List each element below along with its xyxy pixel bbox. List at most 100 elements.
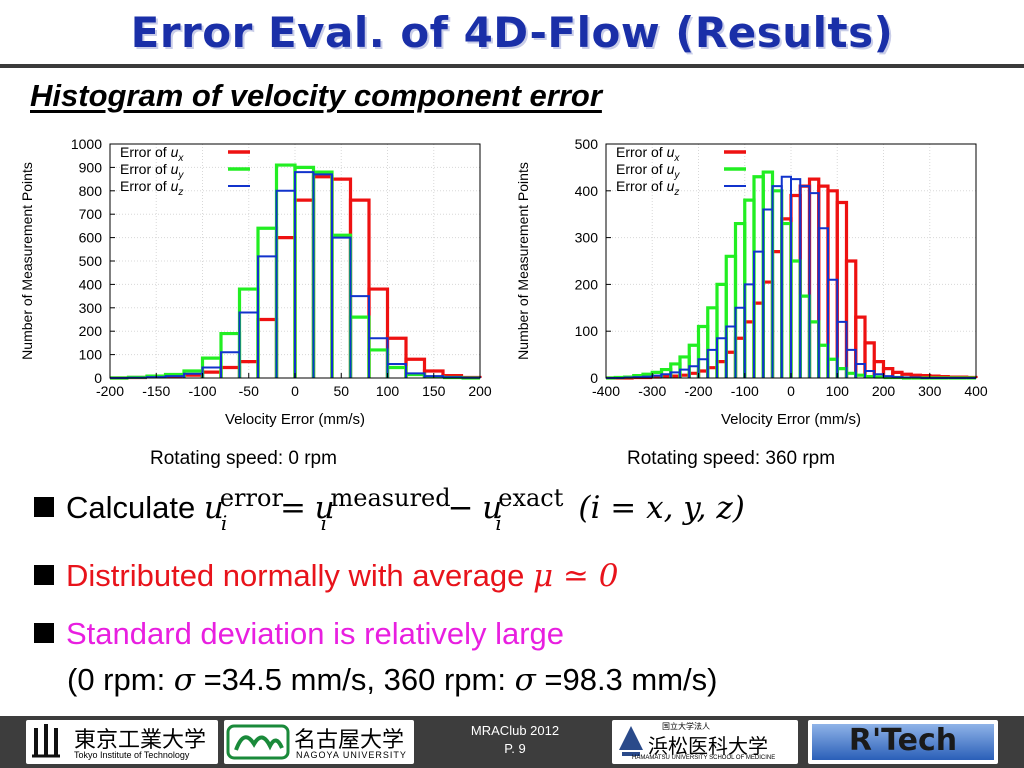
sup-measured: measured bbox=[330, 484, 451, 512]
titech-jp-name: 東京工業大学 bbox=[74, 728, 207, 753]
y-tick-label: 300 bbox=[575, 230, 599, 246]
histogram-bar bbox=[312, 173, 333, 378]
histogram-bar bbox=[293, 198, 316, 378]
y-tick-label: 100 bbox=[575, 323, 599, 339]
histogram-bar bbox=[219, 331, 242, 378]
std-line-part-c: =98.3 mm/s) bbox=[535, 662, 718, 697]
bullet-square-icon bbox=[34, 497, 54, 517]
x-tick-label: -50 bbox=[239, 383, 259, 399]
caption-0rpm: Rotating speed: 0 rpm bbox=[150, 448, 337, 469]
histogram-bar bbox=[274, 163, 297, 378]
sub-i: i bbox=[495, 511, 502, 535]
bullet-std-deviation: Standard deviation is relatively large bbox=[34, 616, 564, 652]
slide-subtitle: Histogram of velocity component error bbox=[30, 78, 602, 113]
y-tick-label: 300 bbox=[79, 300, 103, 316]
x-tick-label: 400 bbox=[964, 383, 988, 399]
nagoya-en-name: NAGOYA UNIVERSITY bbox=[296, 750, 407, 760]
rtech-label: R'Tech bbox=[848, 723, 958, 758]
legend-entry: Error of uy bbox=[120, 161, 184, 181]
hamamatsu-small-label: 国立大学法人 bbox=[662, 722, 710, 731]
bullet-calculate: Calculate uerrori = umeasuredi − uexacti… bbox=[34, 484, 745, 535]
bullet-calculate-lead: Calculate bbox=[66, 490, 196, 525]
histogram-bar bbox=[367, 287, 390, 378]
y-tick-label: 700 bbox=[79, 206, 103, 222]
bullet-normal-text: Distributed normally with average bbox=[66, 558, 525, 593]
histogram-360rpm: -400 -300 -200 -100 0 100 200 300 400 0 100 200 300 4… bbox=[514, 128, 994, 438]
histogram-bar bbox=[256, 317, 279, 378]
x-tick-label: 0 bbox=[291, 383, 299, 399]
y-tick-label: 400 bbox=[575, 183, 599, 199]
title-divider bbox=[0, 64, 1024, 68]
y-tick-label: 200 bbox=[575, 276, 599, 292]
page-number: P. 9 bbox=[504, 741, 526, 756]
sigma-symbol: σ bbox=[514, 662, 536, 698]
x-tick-label: -100 bbox=[188, 383, 216, 399]
x-axis-label: Velocity Error (mm/s) bbox=[721, 411, 861, 428]
conference-name: MRAClub 2012 bbox=[470, 723, 560, 738]
y-tick-label: 600 bbox=[79, 230, 103, 246]
x-tick-label: 100 bbox=[376, 383, 400, 399]
y-tick-label: 800 bbox=[79, 183, 103, 199]
std-line-part-b: =34.5 mm/s, 360 rpm: bbox=[194, 662, 515, 697]
sigma-symbol: σ bbox=[173, 662, 195, 698]
x-tick-label: 200 bbox=[872, 383, 896, 399]
nagoya-jp-name: 名古屋大学 bbox=[294, 728, 405, 753]
x-tick-label: -200 bbox=[684, 383, 712, 399]
std-line-part-a: (0 rpm: bbox=[67, 662, 174, 697]
rtech-wordmark-icon bbox=[812, 724, 994, 760]
histogram-bar bbox=[349, 295, 370, 378]
histogram-bar bbox=[219, 365, 242, 378]
histogram-bar bbox=[256, 226, 279, 378]
histogram-bar bbox=[386, 362, 407, 378]
histogram-bar bbox=[385, 336, 408, 378]
mu-approx-zero: μ ≃ 0 bbox=[532, 558, 619, 594]
x-axis-label: Velocity Error (mm/s) bbox=[225, 411, 365, 428]
footer-bar: 東京工業大学 Tokyo Institute of Technology 名古屋… bbox=[0, 716, 1024, 768]
y-axis-label: Number of Measurement Points bbox=[19, 162, 35, 360]
histogram-0rpm-svg: -200 -150 -100 -50 0 50 100 150 200 0 100 200 300 400… bbox=[19, 136, 492, 428]
titech-en-name: Tokyo Institute of Technology bbox=[74, 750, 190, 760]
x-tick-label: -300 bbox=[638, 383, 666, 399]
histogram-bar bbox=[275, 189, 296, 378]
x-tick-label: 100 bbox=[826, 383, 850, 399]
histogram-bar bbox=[311, 175, 334, 378]
x-tick-label: -100 bbox=[731, 383, 759, 399]
hamamatsu-jp-name: 浜松医科大学 bbox=[648, 734, 768, 758]
histogram-bar bbox=[348, 315, 371, 378]
index-range: (i = x, y, z) bbox=[578, 490, 745, 526]
hamamatsu-en-name: HAMAMATSU UNIVERSITY SCHOOL OF MEDICINE bbox=[632, 755, 776, 761]
legend-entry: Error of uy bbox=[616, 161, 680, 181]
y-tick-label: 900 bbox=[79, 159, 103, 175]
histogram-bar bbox=[257, 255, 278, 378]
x-tick-label: 50 bbox=[333, 383, 349, 399]
sup-error: error bbox=[219, 484, 283, 512]
legend-entry: Error of ux bbox=[120, 144, 184, 164]
y-tick-label: 100 bbox=[79, 347, 103, 363]
y-axis-label: Number of Measurement Points bbox=[515, 162, 531, 360]
histogram-bar bbox=[274, 236, 297, 378]
sub-i: i bbox=[220, 511, 228, 535]
bullet-square-icon bbox=[34, 565, 54, 585]
y-tick-label: 200 bbox=[79, 323, 103, 339]
u-symbol: u bbox=[482, 490, 503, 526]
histogram-bar bbox=[200, 370, 223, 378]
footer-meta: MRAClub 2012 P. 9 bbox=[430, 722, 600, 758]
y-tick-label: 500 bbox=[575, 136, 599, 152]
u-symbol: u bbox=[314, 490, 335, 526]
nagoya-emblem-icon bbox=[226, 724, 290, 760]
std-values-line: (0 rpm: σ =34.5 mm/s, 360 rpm: σ =98.3 m… bbox=[67, 662, 718, 698]
caption-360rpm: Rotating speed: 360 rpm bbox=[627, 448, 836, 469]
x-tick-label: -150 bbox=[142, 383, 170, 399]
histogram-bar bbox=[220, 351, 241, 378]
y-tick-label: 0 bbox=[590, 370, 598, 386]
logo-nagoya-university: 名古屋大学 NAGOYA UNIVERSITY bbox=[224, 720, 414, 764]
histogram-0rpm: -200 -150 -100 -50 0 50 100 150 200 0 100 200 300 400… bbox=[18, 128, 498, 438]
x-tick-label: 200 bbox=[468, 383, 492, 399]
histogram-bar bbox=[311, 170, 334, 378]
logo-hamamatsu: 国立大学法人 浜松医科大学 HAMAMATSU UNIVERSITY SCHOO… bbox=[612, 720, 798, 764]
sub-i: i bbox=[320, 511, 328, 535]
minus-sign: − bbox=[447, 490, 474, 526]
y-tick-label: 1000 bbox=[71, 136, 102, 152]
bullet-std-text: Standard deviation is relatively large bbox=[66, 616, 564, 651]
y-tick-label: 0 bbox=[94, 370, 102, 386]
